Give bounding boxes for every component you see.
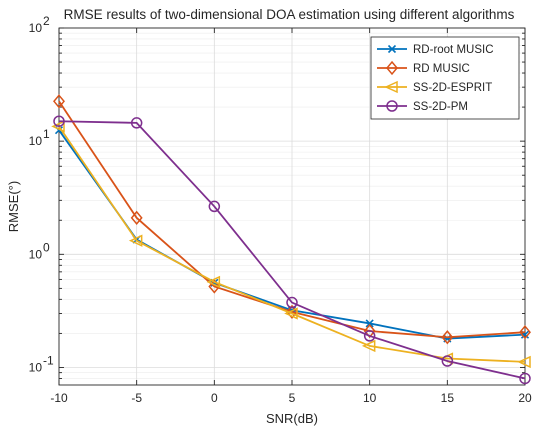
data-point [519,325,531,340]
series-line [58,125,526,363]
data-point [363,330,376,342]
legend-label: SS-2D-ESPRIT [413,82,492,94]
y-tick-exponent: 2 [43,14,50,28]
series-line [58,100,526,339]
x-tick-label: -5 [131,391,142,405]
legend-entry: SS-2D-ESPRIT [377,80,492,94]
data-point [361,339,376,353]
y-tick-exponent: 0 [43,240,50,254]
data-point [517,355,531,369]
data-point [363,323,376,339]
data-point [286,296,298,309]
y-tick-label: 10 1 [29,127,50,148]
data-point [365,319,374,328]
marker-stroke [387,44,397,54]
x-tick-label: 0 [211,391,218,405]
series-ss-2d-esprit [51,120,531,369]
series-ss-2d-pm [53,115,531,385]
marker-stroke [520,330,530,339]
legend-marker [386,60,398,76]
data-point [53,115,65,127]
data-point [206,275,221,289]
y-tick-label: 10 2 [29,14,50,35]
data-point [284,307,298,320]
y-tick-label: 10 0 [29,240,50,261]
x-tick-label: -10 [50,391,68,405]
legend-entry: RD-root MUSIC [377,44,494,56]
x-tick-label: 5 [289,391,296,405]
legend: RD-root MUSIC RD MUSIC SS-2D-ESPRIT SS-2D-P… [370,36,520,120]
y-tick-base: 10 [29,247,43,261]
chart-title: RMSE results of two-dimensional DOA esti… [64,7,515,22]
x-tick-label: 15 [441,391,455,405]
data-point [519,372,531,385]
data-point [441,330,454,345]
y-tick-base: 10 [29,21,43,35]
legend-label: RD MUSIC [413,63,470,75]
legend-label: RD-root MUSIC [413,44,494,56]
legend-entry: RD MUSIC [377,60,470,76]
legend-marker [384,80,398,94]
data-point [130,210,143,226]
y-tick-exponent: -1 [43,353,54,367]
data-point [441,355,454,367]
series-line [58,120,526,380]
data-point [128,234,143,247]
y-tick-base: 10 [29,360,43,374]
y-tick-label: 10 -1 [29,353,54,374]
y-tick-base: 10 [29,134,43,148]
x-tick-label: 20 [518,391,532,405]
marker-stroke [365,319,374,328]
data-point [53,94,65,109]
legend-label: SS-2D-PM [413,101,468,113]
data-point [51,120,65,133]
legend-marker [387,44,397,54]
series-layer [51,94,531,385]
y-axis-title: RMSE(°) [6,181,21,232]
data-point [208,279,221,294]
x-tick-label: 10 [363,391,377,405]
legend-entry: SS-2D-PM [377,100,468,113]
marker-stroke [54,126,64,135]
data-point [130,117,143,129]
legend-marker [386,100,398,112]
x-axis-title: SNR(dB) [266,411,318,426]
y-tick-exponent: 1 [43,127,50,141]
data-point [208,200,221,213]
